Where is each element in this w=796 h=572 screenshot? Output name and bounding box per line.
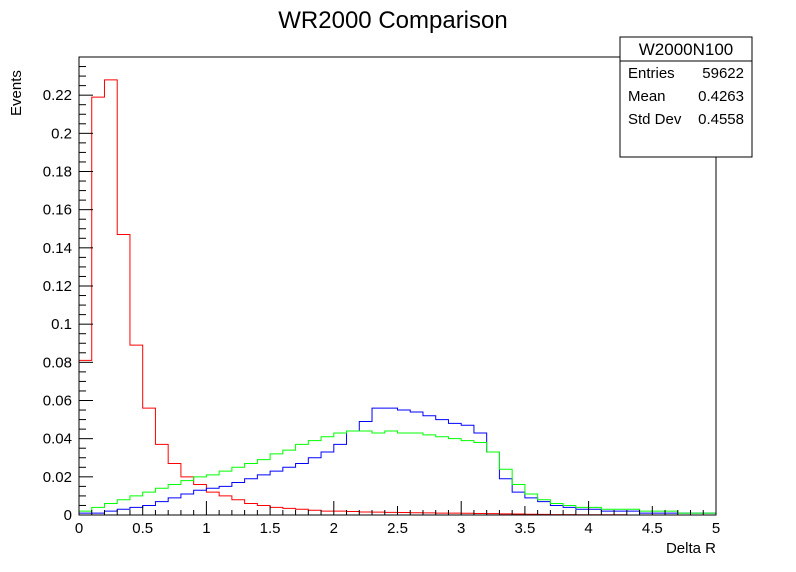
y-tick-label: 0.14 [43,240,72,257]
y-tick-label: 0.12 [43,278,72,295]
y-axis-label: Events [8,70,25,116]
stats-box-title: W2000N100 [639,40,734,59]
y-axis: 0 0.02 0.04 0.06 0.08 0.1 0.12 0.14 0.16 0.18 0.2 0… [43,56,93,524]
y-tick-label: 0.06 [43,393,72,410]
stats-entries-value: 59622 [702,65,744,82]
y-tick-label: 0.02 [43,469,72,486]
y-tick-label: 0 [64,507,72,524]
stats-mean-label: Mean [628,88,666,105]
x-tick-label: 3 [457,520,465,537]
y-tick-label: 0.2 [51,125,72,142]
histogram-series-2 [78,430,716,515]
stats-stddev-label: Std Dev [628,111,682,128]
x-tick-label: 4 [584,520,592,537]
x-axis-label: Delta R [666,540,716,557]
x-tick-label: 0.5 [132,520,153,537]
x-tick-label: 2.5 [387,520,408,537]
stats-mean-value: 0.4263 [698,88,744,105]
x-tick-label: 1.5 [260,520,281,537]
x-tick-label: 1 [202,520,210,537]
x-tick-label: 0 [75,520,83,537]
stats-stddev-value: 0.4558 [698,111,744,128]
y-tick-label: 0.22 [43,87,72,104]
x-axis: 0 0.5 1 1.5 2 2.5 3 3.5 4 4.5 5 [75,501,720,537]
y-tick-label: 0.1 [51,316,72,333]
x-tick-label: 3.5 [514,520,535,537]
x-tick-label: 5 [712,520,720,537]
y-tick-label: 0.18 [43,164,72,181]
chart-title: WR2000 Comparison [278,7,507,34]
x-tick-label: 4.5 [642,520,663,537]
x-tick-label: 2 [330,520,338,537]
y-tick-label: 0.04 [43,431,72,448]
histogram-series-1 [78,407,716,515]
y-tick-label: 0.08 [43,354,72,371]
stats-entries-label: Entries [628,65,675,82]
stats-box: W2000N100 Entries 59622 Mean 0.4263 Std … [619,36,753,158]
y-tick-label: 0.16 [43,202,72,219]
